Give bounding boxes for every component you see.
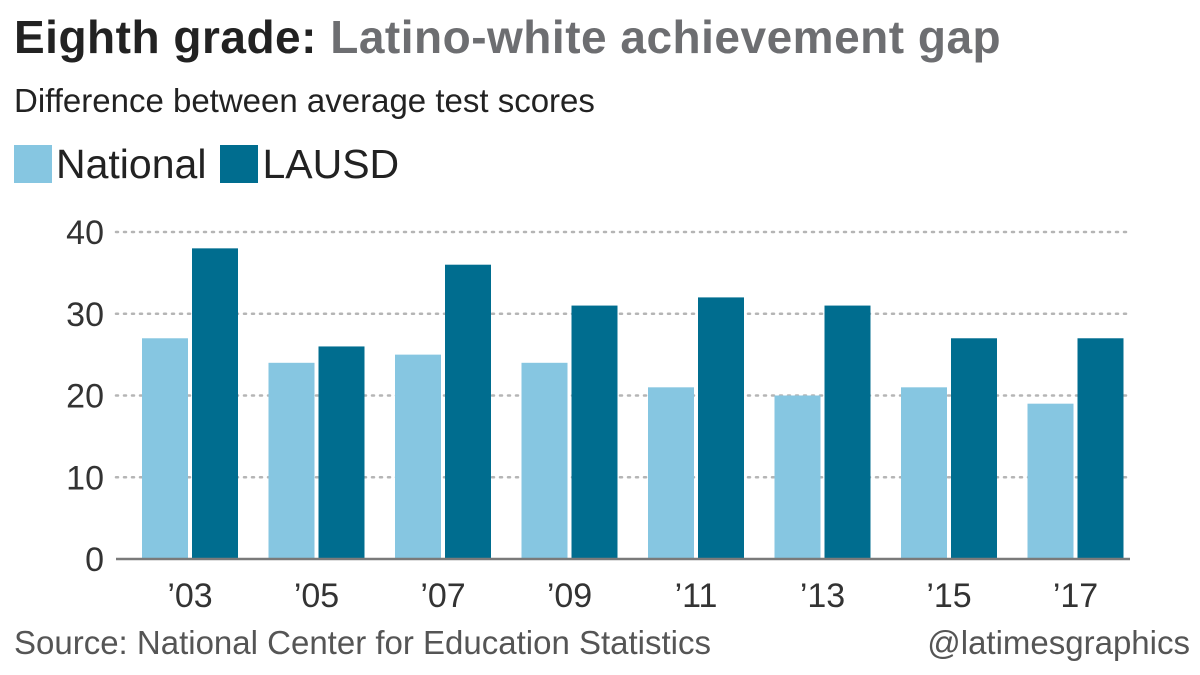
legend-label-national: National bbox=[56, 140, 207, 187]
chart-title-rest: Latino-white achievement gap bbox=[330, 11, 1002, 63]
chart-title: Eighth grade: Latino-white achievement g… bbox=[14, 14, 1001, 60]
y-tick-label: 40 bbox=[66, 214, 104, 252]
y-tick-label: 20 bbox=[66, 378, 104, 416]
bar-lausd-7 bbox=[1077, 338, 1124, 559]
legend-label-lausd: LAUSD bbox=[262, 140, 400, 187]
y-tick-label: 30 bbox=[66, 296, 104, 334]
bar-national-3 bbox=[521, 362, 568, 559]
chart-title-lead: Eighth grade: bbox=[14, 11, 317, 63]
bar-national-0 bbox=[142, 338, 188, 559]
legend-item-national: National bbox=[14, 141, 206, 188]
bar-national-7 bbox=[1027, 403, 1074, 559]
x-tick-label: ’11 bbox=[675, 577, 718, 615]
bar-lausd-1 bbox=[318, 346, 365, 559]
bar-national-6 bbox=[901, 387, 947, 559]
credit: @latimesgraphics bbox=[927, 624, 1190, 661]
legend-swatch-lausd bbox=[220, 145, 259, 183]
bar-national-1 bbox=[268, 362, 315, 559]
x-tick-label: ’13 bbox=[800, 577, 845, 615]
bar-lausd-6 bbox=[951, 338, 997, 559]
legend-item-lausd: LAUSD bbox=[220, 141, 399, 188]
y-tick-label: 0 bbox=[85, 541, 104, 579]
chart-subtitle: Difference between average test scores bbox=[14, 82, 595, 119]
bar-national-5 bbox=[774, 395, 821, 559]
bar-national-4 bbox=[648, 387, 694, 559]
bar-lausd-0 bbox=[192, 248, 238, 559]
x-tick-label: ’05 bbox=[294, 577, 339, 615]
y-tick-label: 10 bbox=[66, 459, 104, 497]
x-tick-label: ’03 bbox=[167, 577, 212, 615]
legend: National LAUSD bbox=[14, 141, 413, 188]
bar-lausd-3 bbox=[571, 305, 618, 559]
x-tick-label: ’17 bbox=[1053, 577, 1098, 615]
bar-lausd-2 bbox=[445, 264, 491, 559]
bar-national-2 bbox=[395, 354, 441, 559]
x-tick-label: ’09 bbox=[547, 577, 592, 615]
footer: Source: National Center for Education St… bbox=[14, 626, 1190, 659]
x-tick-label: ’07 bbox=[420, 577, 465, 615]
legend-swatch-national bbox=[14, 145, 52, 183]
x-tick-label: ’15 bbox=[926, 577, 971, 615]
bar-lausd-5 bbox=[824, 305, 871, 559]
source-note: Source: National Center for Education St… bbox=[14, 624, 712, 661]
bar-lausd-4 bbox=[698, 297, 744, 559]
